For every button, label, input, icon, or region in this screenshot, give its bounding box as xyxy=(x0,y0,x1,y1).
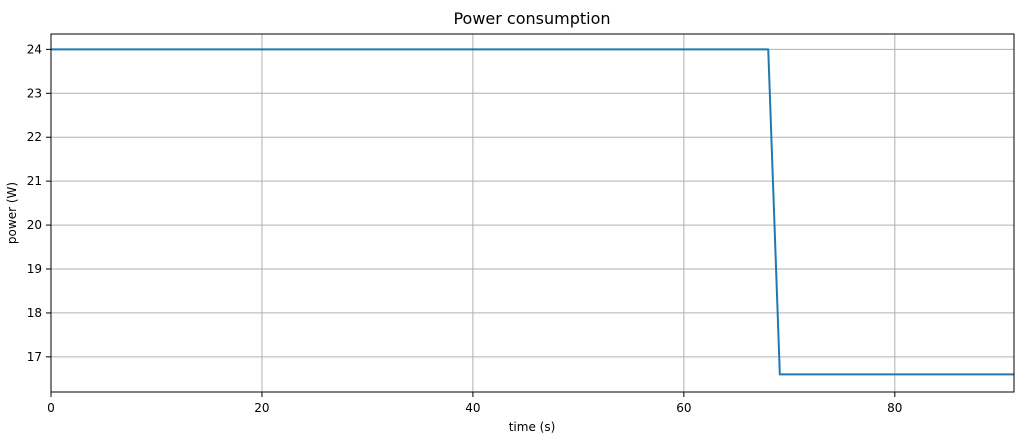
y-tick-label: 22 xyxy=(27,130,42,144)
ticks-group: 0 20 40 60 80 17 18 19 20 21 22 23 24 xyxy=(27,42,903,415)
y-tick-label: 20 xyxy=(27,218,42,232)
y-tick-label: 19 xyxy=(27,262,42,276)
grid-lines xyxy=(50,34,1014,392)
axes-group xyxy=(50,33,1015,393)
chart-title: Power consumption xyxy=(453,9,610,28)
x-tick-label: 0 xyxy=(47,401,55,415)
x-tick-label: 20 xyxy=(254,401,269,415)
series-group xyxy=(51,48,1014,376)
y-tick-label: 21 xyxy=(27,174,42,188)
y-tick-label: 17 xyxy=(27,350,42,364)
x-tick-label: 60 xyxy=(676,401,691,415)
x-axis-label: time (s) xyxy=(509,420,556,434)
x-tick-label: 40 xyxy=(465,401,480,415)
y-tick-label: 24 xyxy=(27,42,42,56)
series-line-0 xyxy=(51,48,1014,376)
plot-frame xyxy=(50,33,1015,393)
y-tick-label: 23 xyxy=(27,86,42,100)
y-tick-label: 18 xyxy=(27,306,42,320)
y-axis-label: power (W) xyxy=(5,182,19,244)
x-tick-label: 80 xyxy=(887,401,902,415)
